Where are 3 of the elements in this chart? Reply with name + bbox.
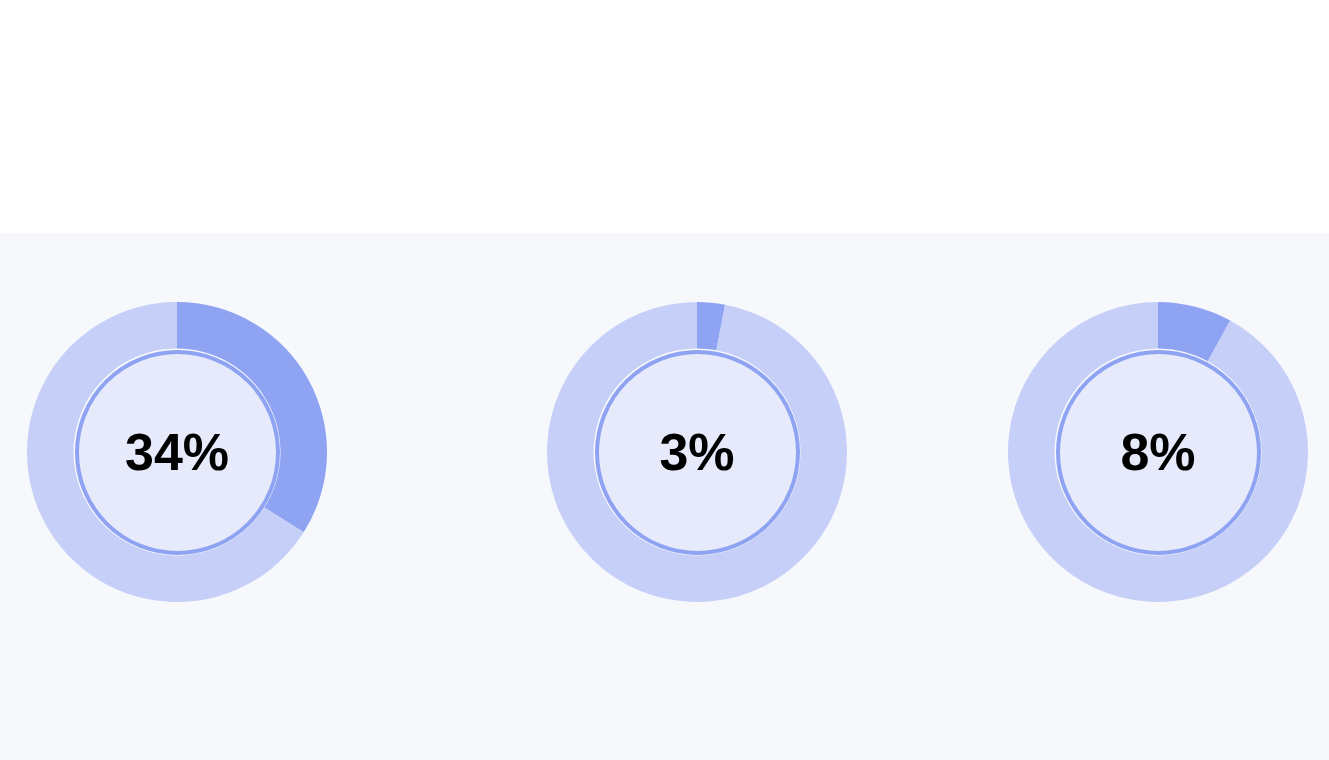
text: 8% [1120,423,1196,482]
text: 34% [124,423,230,482]
text: 3% [659,423,735,482]
